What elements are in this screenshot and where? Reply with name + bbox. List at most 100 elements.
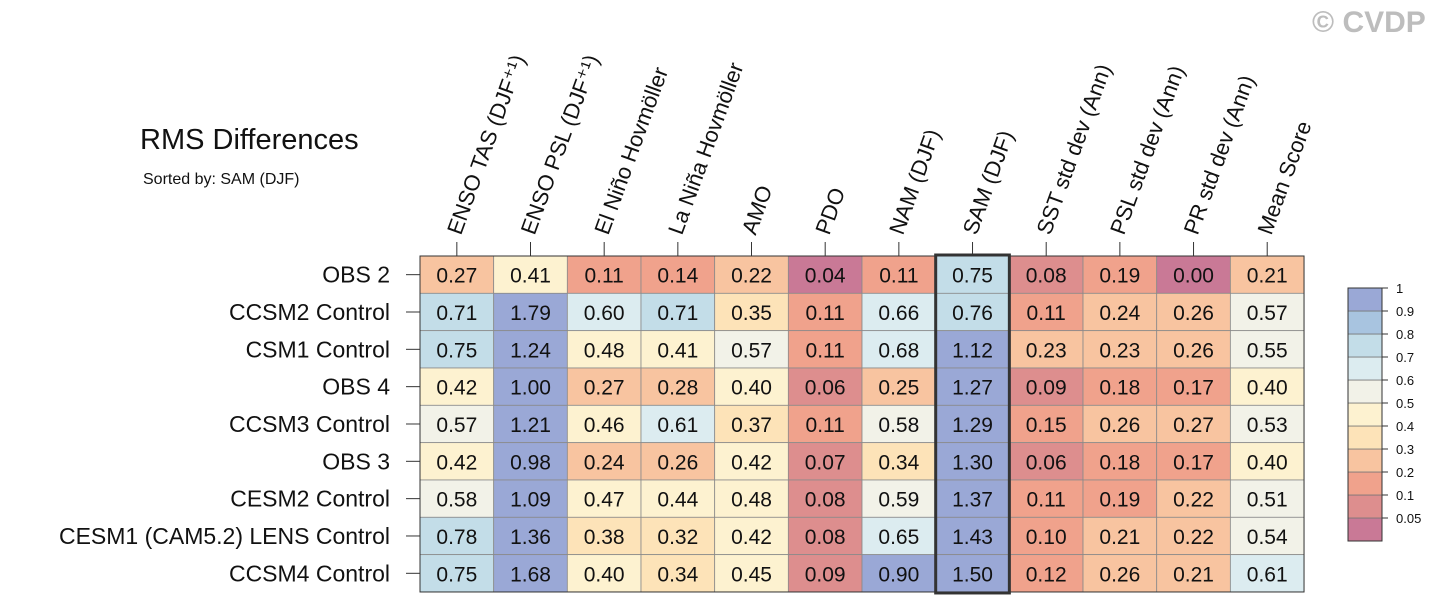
heatmap-cell xyxy=(1229,554,1305,593)
heatmap-cell xyxy=(1156,255,1231,294)
cell-value: 0.53 xyxy=(1247,414,1288,437)
cell-value: 0.21 xyxy=(1173,563,1214,586)
cell-value: 0.41 xyxy=(657,339,698,362)
cell-value: 0.08 xyxy=(805,489,846,512)
legend-frame xyxy=(1347,287,1383,542)
heatmap-cell xyxy=(1082,404,1158,444)
legend-label: 0.05 xyxy=(1396,511,1421,526)
heatmap-cell xyxy=(935,442,1010,481)
cell-value: 0.26 xyxy=(1099,414,1140,437)
legend-swatch xyxy=(1347,379,1383,404)
heatmap-cell xyxy=(1156,554,1231,593)
cell-value: 0.35 xyxy=(731,302,772,325)
cell-value: 0.19 xyxy=(1099,265,1140,288)
legend-label: 0.5 xyxy=(1396,396,1414,411)
cell-value: 0.11 xyxy=(1027,302,1066,325)
cell-value: 0.11 xyxy=(806,414,845,437)
row-label: CCSM3 Control xyxy=(229,411,390,437)
row-label: CESM2 Control xyxy=(230,486,390,512)
cell-value: 0.60 xyxy=(584,302,625,325)
cell-value: 0.09 xyxy=(1026,377,1067,400)
cell-value: 0.26 xyxy=(1173,302,1214,325)
cell-value: 1.36 xyxy=(510,526,551,549)
cell-value: 0.19 xyxy=(1099,489,1140,512)
heatmap-cell xyxy=(566,367,642,406)
cell-value: 0.10 xyxy=(1026,526,1067,549)
heatmap-cell xyxy=(640,442,716,481)
heatmap-cell xyxy=(1082,367,1158,406)
cell-value: 1.09 xyxy=(510,489,551,512)
heatmap-cell xyxy=(1229,404,1305,444)
legend-label: 0.6 xyxy=(1396,373,1414,388)
cell-value: 0.22 xyxy=(731,265,772,288)
cell-value: 0.27 xyxy=(584,377,625,400)
cell-value: 0.68 xyxy=(878,339,919,362)
heatmap-cell xyxy=(787,479,863,518)
cell-value: 0.76 xyxy=(952,302,993,325)
cell-value: 0.44 xyxy=(657,489,698,512)
heatmap-cell xyxy=(640,516,716,556)
cell-value: 0.21 xyxy=(1099,526,1140,549)
cell-value: 0.59 xyxy=(878,489,919,512)
chart-subtitle: Sorted by: SAM (DJF) xyxy=(143,171,300,188)
cell-value: 0.27 xyxy=(436,265,477,288)
cell-value: 0.40 xyxy=(1247,377,1288,400)
heatmap-cell xyxy=(714,292,789,332)
cell-value: 0.55 xyxy=(1247,339,1288,362)
heatmap-cell xyxy=(1082,554,1158,593)
cell-value: 0.00 xyxy=(1173,265,1214,288)
column-label: NAM (DJF) xyxy=(884,126,945,238)
cell-value: 1.21 xyxy=(510,414,551,437)
heatmap-cell xyxy=(1008,479,1084,518)
cell-value: 1.43 xyxy=(952,526,993,549)
cell-value: 0.34 xyxy=(878,451,919,474)
heatmap-cell xyxy=(493,479,568,518)
cell-value: 0.06 xyxy=(805,377,846,400)
cell-value: 0.47 xyxy=(584,489,625,512)
column-label: PSL std dev (Ann) xyxy=(1105,62,1189,238)
row-label: OBS 2 xyxy=(322,262,390,288)
column-label: La Niña Hovmöller xyxy=(663,59,748,238)
legend-label: 0.1 xyxy=(1396,488,1414,503)
cell-value: 0.11 xyxy=(806,339,845,362)
heatmap-cell xyxy=(566,330,642,369)
cell-value: 0.57 xyxy=(1247,302,1288,325)
cell-value: 0.26 xyxy=(1173,339,1214,362)
heatmap-cell xyxy=(861,292,937,332)
heatmap-cell xyxy=(493,255,568,294)
cell-value: 0.18 xyxy=(1099,451,1140,474)
cell-value: 0.07 xyxy=(805,451,846,474)
cell-value: 0.40 xyxy=(1247,451,1288,474)
cell-value: 0.32 xyxy=(657,526,698,549)
heatmap-cell xyxy=(566,554,642,593)
cell-value: 0.58 xyxy=(436,489,477,512)
cell-value: 0.42 xyxy=(731,451,772,474)
heatmap-cell xyxy=(1229,330,1305,369)
cell-value: 0.17 xyxy=(1173,377,1214,400)
column-label: PR std dev (Ann) xyxy=(1179,72,1260,238)
cell-value: 0.04 xyxy=(805,265,846,288)
cell-value: 1.37 xyxy=(952,489,993,512)
heatmap-cell xyxy=(1156,292,1231,332)
row-label: OBS 4 xyxy=(322,374,390,400)
legend-swatch xyxy=(1347,287,1383,312)
heatmap-cell xyxy=(861,442,937,481)
cell-value: 0.61 xyxy=(1247,563,1288,586)
cell-value: 1.50 xyxy=(952,563,993,586)
legend-swatch xyxy=(1347,333,1383,358)
legend-label: 0.8 xyxy=(1396,327,1414,342)
cell-value: 1.12 xyxy=(952,339,993,362)
legend-swatch xyxy=(1347,494,1383,519)
column-label: SAM (DJF) xyxy=(958,127,1019,238)
cell-value: 0.24 xyxy=(584,451,625,474)
cell-value: 0.18 xyxy=(1099,377,1140,400)
cell-value: 0.75 xyxy=(436,563,477,586)
cell-value: 0.37 xyxy=(731,414,772,437)
cell-value: 0.58 xyxy=(878,414,919,437)
cell-value: 0.78 xyxy=(436,526,477,549)
cell-value: 0.22 xyxy=(1173,526,1214,549)
column-label: Mean Score xyxy=(1252,118,1316,238)
heatmap-cell xyxy=(419,554,495,593)
color-legend: 0.05 0.1 0.2 0.3 0.4 0.5 0.6 0.7 0.8 0.9 1 xyxy=(1347,281,1421,542)
cell-value: 0.75 xyxy=(436,339,477,362)
